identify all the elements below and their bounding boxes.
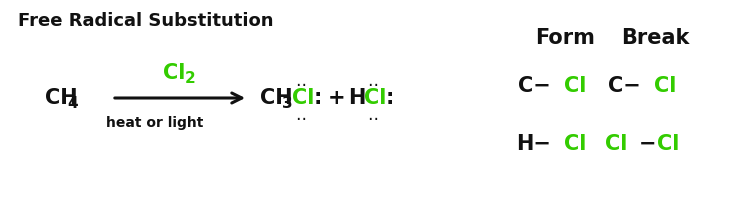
Text: Cl: Cl: [564, 76, 587, 96]
Text: H−: H−: [516, 134, 551, 154]
Text: H: H: [348, 88, 365, 108]
Text: −: −: [639, 134, 657, 154]
Text: Cl: Cl: [364, 88, 386, 108]
Text: ‥: ‥: [367, 72, 378, 90]
Text: Form: Form: [535, 28, 595, 48]
Text: C−: C−: [608, 76, 641, 96]
Text: C−: C−: [518, 76, 551, 96]
Text: :: :: [314, 88, 322, 108]
Text: ‥: ‥: [295, 72, 306, 90]
Text: 2: 2: [185, 70, 196, 85]
Text: CH: CH: [45, 88, 77, 108]
Text: heat or light: heat or light: [106, 116, 204, 130]
Text: CH: CH: [260, 88, 293, 108]
Text: +: +: [328, 88, 346, 108]
Text: :: :: [386, 88, 394, 108]
Text: Cl: Cl: [163, 63, 185, 83]
Text: Free Radical Substitution: Free Radical Substitution: [18, 12, 274, 30]
Text: Cl: Cl: [292, 88, 314, 108]
Text: Break: Break: [620, 28, 689, 48]
Text: Cl: Cl: [564, 134, 587, 154]
Text: 4: 4: [67, 96, 77, 110]
Text: 3: 3: [282, 96, 293, 110]
Text: Cl: Cl: [654, 76, 676, 96]
Text: Cl: Cl: [657, 134, 679, 154]
Text: ‥: ‥: [295, 106, 306, 124]
Text: ‥: ‥: [367, 106, 378, 124]
Text: Cl: Cl: [605, 134, 627, 154]
